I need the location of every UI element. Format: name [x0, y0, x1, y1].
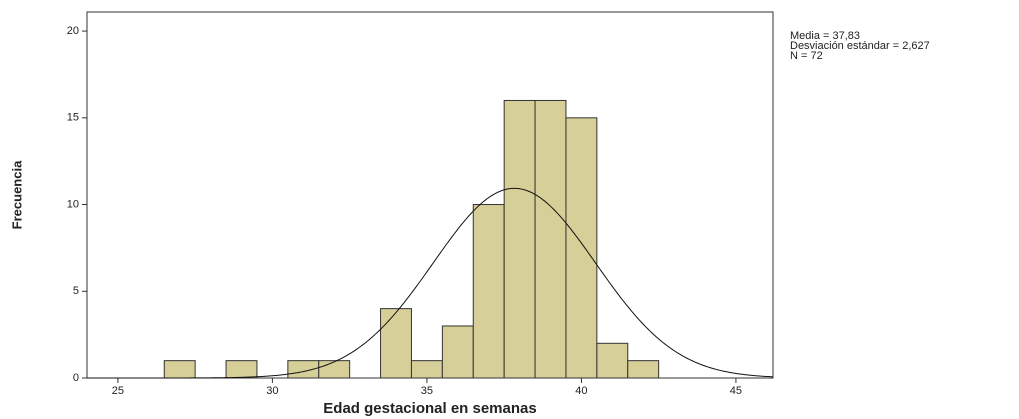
bar	[566, 118, 597, 378]
x-tick-label: 30	[266, 385, 278, 397]
bar	[411, 361, 442, 378]
bar	[442, 326, 473, 378]
x-axis-label: Edad gestacional en semanas	[323, 400, 536, 417]
y-tick-label: 5	[73, 285, 79, 297]
x-tick-label: 40	[575, 385, 587, 397]
bar	[597, 343, 628, 378]
bar	[473, 205, 504, 378]
bar	[535, 100, 566, 378]
page: Edad gestacional en semanas Frecuencia 0…	[0, 0, 1019, 419]
bar	[164, 361, 195, 378]
bar	[504, 100, 535, 378]
x-tick-label: 45	[730, 385, 742, 397]
y-axis-label: Frecuencia	[9, 160, 24, 229]
y-tick-label: 10	[67, 198, 79, 210]
y-tick-label: 15	[67, 112, 79, 124]
y-tick-label: 0	[73, 372, 79, 384]
chart: Edad gestacional en semanas Frecuencia 0…	[0, 0, 1019, 419]
bar	[381, 309, 412, 378]
stats-label: N = 72	[790, 50, 823, 62]
x-tick-label: 35	[421, 385, 433, 397]
x-tick-label: 25	[112, 385, 124, 397]
y-tick-label: 20	[67, 25, 79, 37]
bar	[319, 361, 350, 378]
bar	[226, 361, 257, 378]
bar	[628, 361, 659, 378]
